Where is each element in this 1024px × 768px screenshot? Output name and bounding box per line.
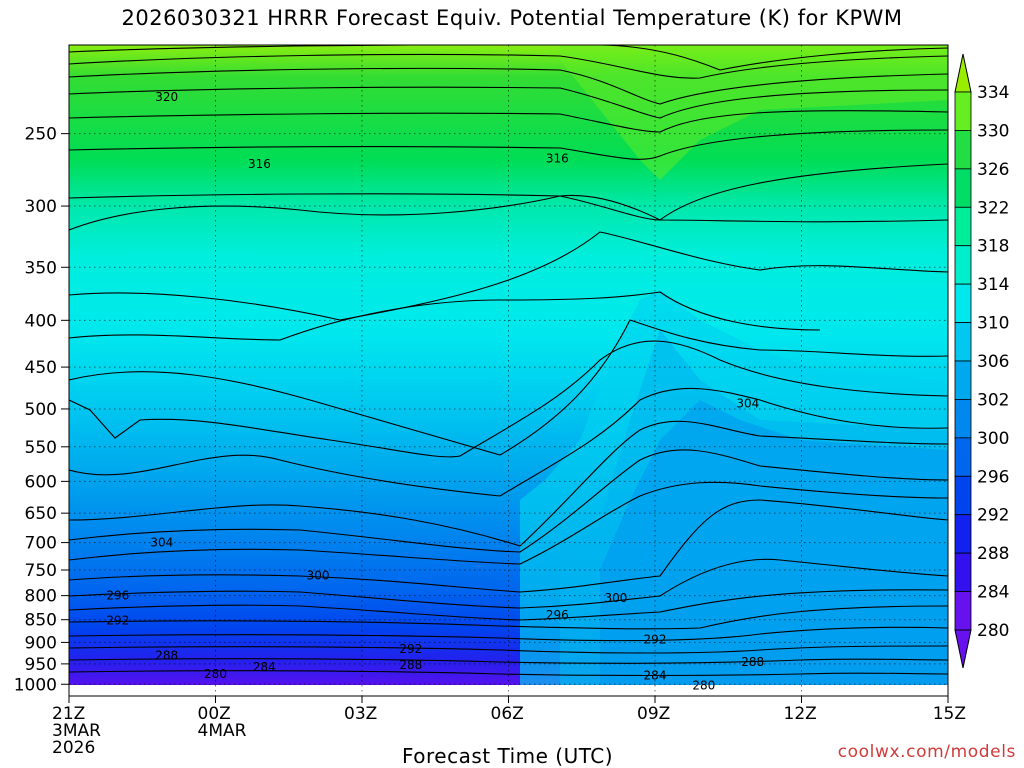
- credit-text: coolwx.com/models: [837, 742, 1016, 762]
- contour-label-4: 304: [736, 396, 759, 410]
- x-tick-label-1-1: 4MAR: [198, 721, 247, 741]
- y-tick-label-650: 650: [25, 504, 57, 524]
- colorbar-label-326: 326: [977, 160, 1009, 180]
- x-tick-label-1-0: 00Z: [198, 704, 231, 724]
- colorbar-top-arrow: [954, 53, 972, 93]
- x-tick-label-0-2: 2026: [52, 738, 95, 758]
- y-tick-label-300: 300: [25, 197, 57, 217]
- contour-label-14: 288: [741, 655, 764, 669]
- y-axis: 2503003504004505005506006507007508008509…: [14, 125, 69, 695]
- colorbar-label-296: 296: [977, 467, 1009, 487]
- colorbar-swatch-12: [954, 552, 972, 592]
- colorbar-swatch-1: [954, 130, 972, 170]
- colorbar-label-310: 310: [977, 314, 1009, 334]
- x-tick-label-4-0: 09Z: [637, 704, 670, 724]
- contour-label-12: 288: [155, 648, 178, 662]
- colorbar-swatch-0: [954, 91, 972, 131]
- colorbar-swatch-7: [954, 360, 972, 400]
- colorbar-swatch-8: [954, 399, 972, 439]
- y-tick-label-350: 350: [25, 258, 57, 278]
- x-tick-label-6-0: 15Z: [933, 704, 966, 724]
- contour-label-3: 304: [150, 536, 173, 550]
- y-tick-label-400: 400: [25, 311, 57, 331]
- contour-label-18: 280: [692, 678, 715, 692]
- y-tick-label-500: 500: [25, 400, 57, 420]
- colorbar-swatch-9: [954, 437, 972, 477]
- contour-label-6: 300: [604, 591, 627, 605]
- colorbar-label-280: 280: [977, 621, 1009, 641]
- colorbar-bottom-arrow: [954, 629, 972, 669]
- contour-label-1: 316: [248, 157, 271, 171]
- colorbar-swatch-11: [954, 514, 972, 554]
- contour-label-7: 296: [106, 589, 129, 603]
- x-tick-label-0-1: 3MAR: [52, 721, 101, 741]
- x-axis-title: Forecast Time (UTC): [402, 744, 614, 768]
- contour-label-16: 284: [644, 668, 667, 682]
- x-tick-label-2-0: 03Z: [344, 704, 377, 724]
- colorbar-label-292: 292: [977, 506, 1009, 526]
- contour-label-0: 320: [155, 90, 178, 104]
- contour-label-layer: 320 316 316 304 304 300 300 296 296 292 292 292 288 2…: [106, 90, 764, 692]
- y-tick-label-1000: 1000: [14, 675, 57, 695]
- colorbar-label-334: 334: [977, 83, 1009, 103]
- contour-label-13: 288: [399, 658, 422, 672]
- grid-lines: [69, 45, 948, 696]
- contour-label-15: 284: [253, 660, 276, 674]
- colorbar-label-322: 322: [977, 198, 1009, 218]
- field-feature-upper-dip: [560, 45, 948, 180]
- colorbar-swatch-4: [954, 245, 972, 285]
- colorbar-label-288: 288: [977, 544, 1009, 564]
- contour-label-10: 292: [399, 642, 422, 656]
- contour-label-5: 300: [307, 568, 330, 582]
- colorbar-label-314: 314: [977, 275, 1009, 295]
- y-tick-label-800: 800: [25, 587, 57, 607]
- contour-label-8: 296: [546, 608, 569, 622]
- colorbar-swatch-2: [954, 168, 972, 208]
- y-tick-label-700: 700: [25, 534, 57, 554]
- contour-label-11: 292: [644, 632, 667, 646]
- y-tick-label-750: 750: [25, 561, 57, 581]
- colorbar-swatch-13: [954, 591, 972, 631]
- colorbar: 334 330 326 322 318 314 310 306 302 300 296 292 288 2…: [954, 53, 1009, 669]
- contour-label-17: 280: [204, 667, 227, 681]
- y-tick-label-450: 450: [25, 358, 57, 378]
- colorbar-label-302: 302: [977, 390, 1009, 410]
- colorbar-swatch-10: [954, 475, 972, 516]
- colorbar-label-330: 330: [977, 121, 1009, 141]
- contour-label-2: 316: [546, 151, 569, 165]
- y-tick-label-550: 550: [25, 438, 57, 458]
- colorbar-label-318: 318: [977, 237, 1009, 257]
- x-tick-label-5-0: 12Z: [784, 704, 817, 724]
- contour-label-9: 292: [106, 614, 129, 628]
- y-tick-label-900: 900: [25, 633, 57, 653]
- colorbar-label-300: 300: [977, 429, 1009, 449]
- colorbar-label-306: 306: [977, 352, 1009, 372]
- colorbar-swatch-5: [954, 283, 972, 323]
- y-tick-label-600: 600: [25, 472, 57, 492]
- colorbar-swatch-6: [954, 322, 972, 362]
- x-tick-label-3-0: 06Z: [491, 704, 524, 724]
- y-tick-label-850: 850: [25, 611, 57, 631]
- y-tick-label-250: 250: [25, 125, 57, 145]
- colorbar-swatch-3: [954, 206, 972, 247]
- y-tick-label-950: 950: [25, 655, 57, 675]
- x-tick-label-0-0: 21Z: [52, 704, 85, 724]
- chart-title: 2026030321 HRRR Forecast Equiv. Potentia…: [121, 6, 903, 30]
- colorbar-label-284: 284: [977, 583, 1009, 603]
